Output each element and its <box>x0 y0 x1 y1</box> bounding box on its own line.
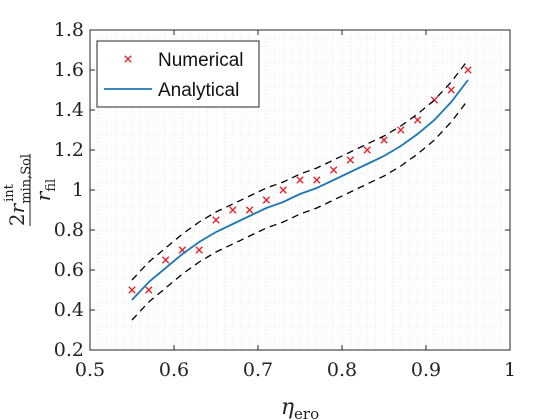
numerical-point <box>329 166 338 174</box>
numerical-point <box>397 126 405 134</box>
numerical-point <box>161 256 170 264</box>
numerical-point <box>262 196 271 204</box>
numerical-point <box>313 176 321 184</box>
legend: Numerical Analytical <box>96 40 260 108</box>
numerical-point <box>229 206 237 214</box>
x-axis-label-base: η <box>281 395 294 420</box>
x-tick-label: 0.7 <box>243 359 273 381</box>
y-tick-label: 0.8 <box>54 219 84 241</box>
x-axis-label: ηero <box>281 395 319 420</box>
legend-marker-numerical <box>124 55 132 63</box>
y-tick-label: 0.2 <box>54 339 84 361</box>
numerical-point <box>363 146 371 154</box>
x-tick-label: 0.6 <box>159 359 189 381</box>
y-axis-label-prefix: 2 <box>5 213 29 226</box>
legend-box <box>96 40 260 108</box>
y-tick-label: 1.4 <box>54 99 84 121</box>
y-axis-label-den-base: r <box>31 190 55 201</box>
x-tick-label: 0.8 <box>327 359 357 381</box>
legend-label-numerical: Numerical <box>158 50 244 71</box>
y-tick-label: 0.6 <box>54 259 84 281</box>
analytical-line <box>131 79 469 301</box>
x-tick-label: 1 <box>504 359 516 381</box>
numerical-point <box>245 206 254 214</box>
numerical-point <box>447 86 455 94</box>
numerical-point <box>128 286 136 294</box>
numerical-point <box>464 66 472 74</box>
numerical-point <box>346 156 355 164</box>
numerical-point <box>296 176 304 184</box>
x-tick-label: 0.9 <box>411 359 441 381</box>
grid <box>90 30 510 350</box>
y-axis-label-num-sup: int <box>2 183 17 202</box>
x-axis-label-sub: ero <box>294 405 319 420</box>
numerical-point <box>145 286 153 294</box>
numerical-point <box>413 116 422 124</box>
y-axis-label-denominator: rfil <box>31 179 59 201</box>
y-tick-label: 1 <box>72 179 84 201</box>
legend-label-analytical: Analytical <box>158 80 239 101</box>
y-tick-label: 1.8 <box>54 19 84 41</box>
y-axis-label-num-base: r <box>5 202 29 213</box>
y-axis-label-den-sub: fil <box>44 179 59 192</box>
axis-ticks: 0.5 0.6 0.7 0.8 0.9 1 0.2 0.4 0.6 0.8 1 1.2 1.4 1.6 1.… <box>54 19 516 381</box>
y-tick-label: 1.2 <box>54 139 84 161</box>
numerical-point <box>195 246 203 254</box>
y-axis-label: 2rmin,Solint rfil <box>2 154 59 226</box>
x-tick-label: 0.5 <box>75 359 105 381</box>
bound-line-dashed <box>131 59 469 281</box>
y-tick-label: 0.4 <box>54 299 84 321</box>
plot-series <box>128 59 472 321</box>
numerical-point <box>212 216 220 224</box>
numerical-point <box>279 186 287 194</box>
numerical-point <box>380 136 388 144</box>
bound-line-dashed <box>131 99 469 321</box>
y-tick-label: 1.6 <box>54 59 84 81</box>
